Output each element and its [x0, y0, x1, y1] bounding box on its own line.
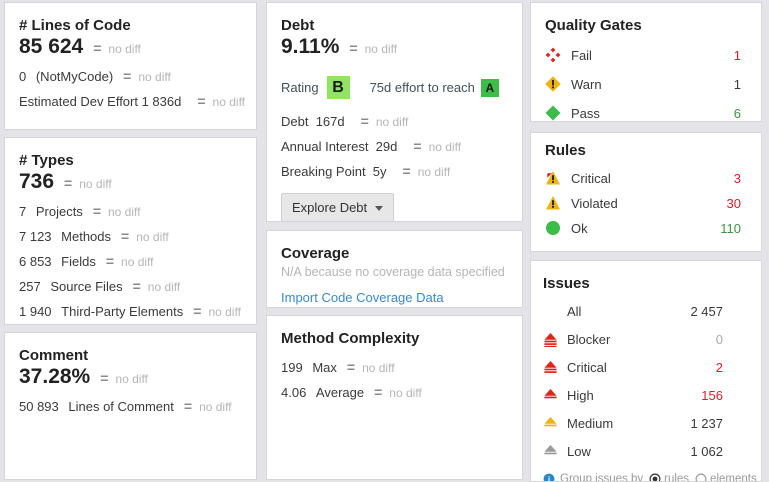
- svg-text:i: i: [548, 475, 550, 482]
